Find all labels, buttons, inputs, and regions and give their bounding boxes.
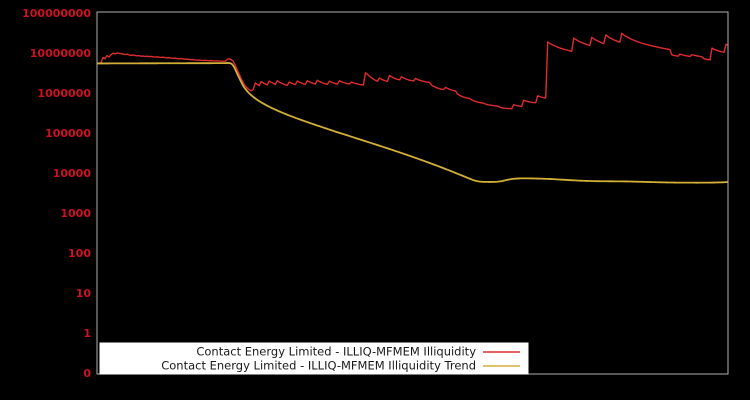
series-illiquidity-trend-line xyxy=(97,62,729,184)
series-group xyxy=(96,32,729,184)
y-axis-tick-label: 1 xyxy=(83,327,91,340)
y-axis-tick-label: 10000 xyxy=(53,167,92,180)
y-axis-tick-label: 1000 xyxy=(60,207,91,220)
y-axis-tick-label: 1000000 xyxy=(37,87,91,100)
y-axis-tick-label: 0 xyxy=(83,367,91,380)
legend-background xyxy=(99,342,529,375)
legend-entry-label: Contact Energy Limited - ILLIQ-MFMEM Ill… xyxy=(196,345,476,359)
y-axis-tick-label: 10 xyxy=(76,287,92,300)
legend-entry-label: Contact Energy Limited - ILLIQ-MFMEM Ill… xyxy=(161,359,476,373)
y-axis-tick-label: 100 xyxy=(68,247,91,260)
y-axis-tick-label: 100000000 xyxy=(22,7,91,20)
plot-area-background xyxy=(97,12,728,374)
y-axis-tick-label: 10000000 xyxy=(30,47,92,60)
legend[interactable]: Contact Energy Limited - ILLIQ-MFMEM Ill… xyxy=(99,342,529,375)
series-illiquidity-line xyxy=(96,32,729,110)
y-axis-tick-label: 100000 xyxy=(45,127,91,140)
y-axis-tick-labels: 1000000001000000010000001000001000010001… xyxy=(22,7,91,380)
